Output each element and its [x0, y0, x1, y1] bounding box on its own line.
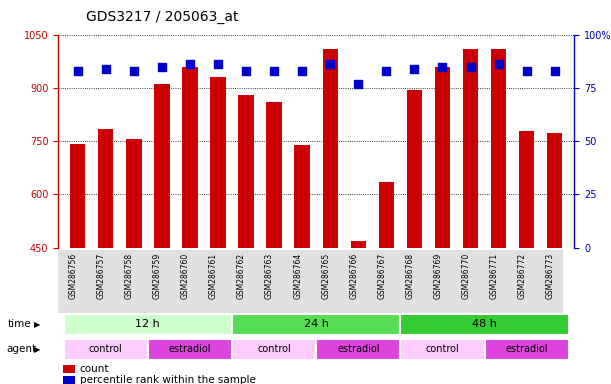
Point [269, 68, 279, 74]
Point [353, 81, 363, 87]
Bar [266, 102, 282, 248]
Text: control: control [426, 344, 459, 354]
Point [550, 68, 560, 74]
Text: GSM286762: GSM286762 [237, 253, 246, 299]
Point [241, 68, 251, 74]
Text: GSM286769: GSM286769 [433, 253, 442, 299]
Bar [64, 314, 232, 335]
Bar [519, 131, 535, 248]
Text: GSM286768: GSM286768 [406, 253, 414, 299]
Point [213, 61, 223, 68]
Bar [379, 182, 394, 248]
Bar [98, 129, 114, 248]
Bar [463, 49, 478, 248]
Text: GSM286771: GSM286771 [489, 253, 499, 299]
Point [73, 68, 82, 74]
Bar [295, 145, 310, 248]
Bar [435, 67, 450, 248]
Text: GSM286757: GSM286757 [97, 253, 106, 299]
Bar [70, 144, 86, 248]
Bar [400, 339, 485, 360]
Point [129, 68, 139, 74]
Bar [485, 339, 569, 360]
Text: GSM286759: GSM286759 [153, 253, 162, 299]
Text: percentile rank within the sample: percentile rank within the sample [79, 375, 255, 384]
Bar [63, 376, 75, 384]
Point [325, 61, 335, 68]
Text: estradiol: estradiol [505, 344, 548, 354]
Text: GSM286758: GSM286758 [125, 253, 134, 299]
Bar [232, 339, 316, 360]
Bar [316, 339, 400, 360]
Bar [182, 66, 197, 248]
Text: GSM286760: GSM286760 [181, 253, 190, 299]
Text: GSM286773: GSM286773 [546, 253, 555, 299]
Text: 48 h: 48 h [472, 319, 497, 329]
Text: ▶: ▶ [34, 320, 40, 329]
Bar [407, 90, 422, 248]
Text: GSM286772: GSM286772 [518, 253, 527, 299]
Bar [323, 49, 338, 248]
Text: count: count [79, 364, 109, 374]
Text: agent: agent [6, 344, 36, 354]
Point [101, 66, 111, 72]
Text: GSM286766: GSM286766 [349, 253, 358, 299]
Bar [210, 77, 225, 248]
Text: GSM286756: GSM286756 [68, 253, 78, 299]
Text: estradiol: estradiol [169, 344, 211, 354]
Bar [63, 365, 75, 373]
Text: GSM286764: GSM286764 [293, 253, 302, 299]
Bar [64, 339, 148, 360]
Bar [351, 240, 366, 248]
Bar [148, 339, 232, 360]
Point [298, 68, 307, 74]
Bar [232, 314, 400, 335]
Text: control: control [89, 344, 123, 354]
Point [381, 68, 391, 74]
Text: ▶: ▶ [34, 345, 40, 354]
Bar [547, 133, 562, 248]
Text: time: time [7, 319, 31, 329]
Point [185, 61, 195, 68]
Point [494, 61, 503, 68]
Point [466, 63, 475, 70]
Text: GSM286767: GSM286767 [378, 253, 386, 299]
Point [437, 63, 447, 70]
Text: GSM286770: GSM286770 [461, 253, 470, 299]
Text: GSM286765: GSM286765 [321, 253, 330, 299]
Bar [154, 84, 170, 248]
Bar [400, 314, 569, 335]
Text: 12 h: 12 h [136, 319, 160, 329]
Text: 24 h: 24 h [304, 319, 329, 329]
Bar [126, 139, 142, 248]
Bar [238, 95, 254, 248]
Text: GDS3217 / 205063_at: GDS3217 / 205063_at [86, 10, 238, 23]
Text: GSM286763: GSM286763 [265, 253, 274, 299]
Text: control: control [257, 344, 291, 354]
Point [157, 63, 167, 70]
Text: GSM286761: GSM286761 [209, 253, 218, 299]
Point [409, 66, 419, 72]
Bar [491, 49, 507, 248]
Text: estradiol: estradiol [337, 344, 379, 354]
Point [522, 68, 532, 74]
